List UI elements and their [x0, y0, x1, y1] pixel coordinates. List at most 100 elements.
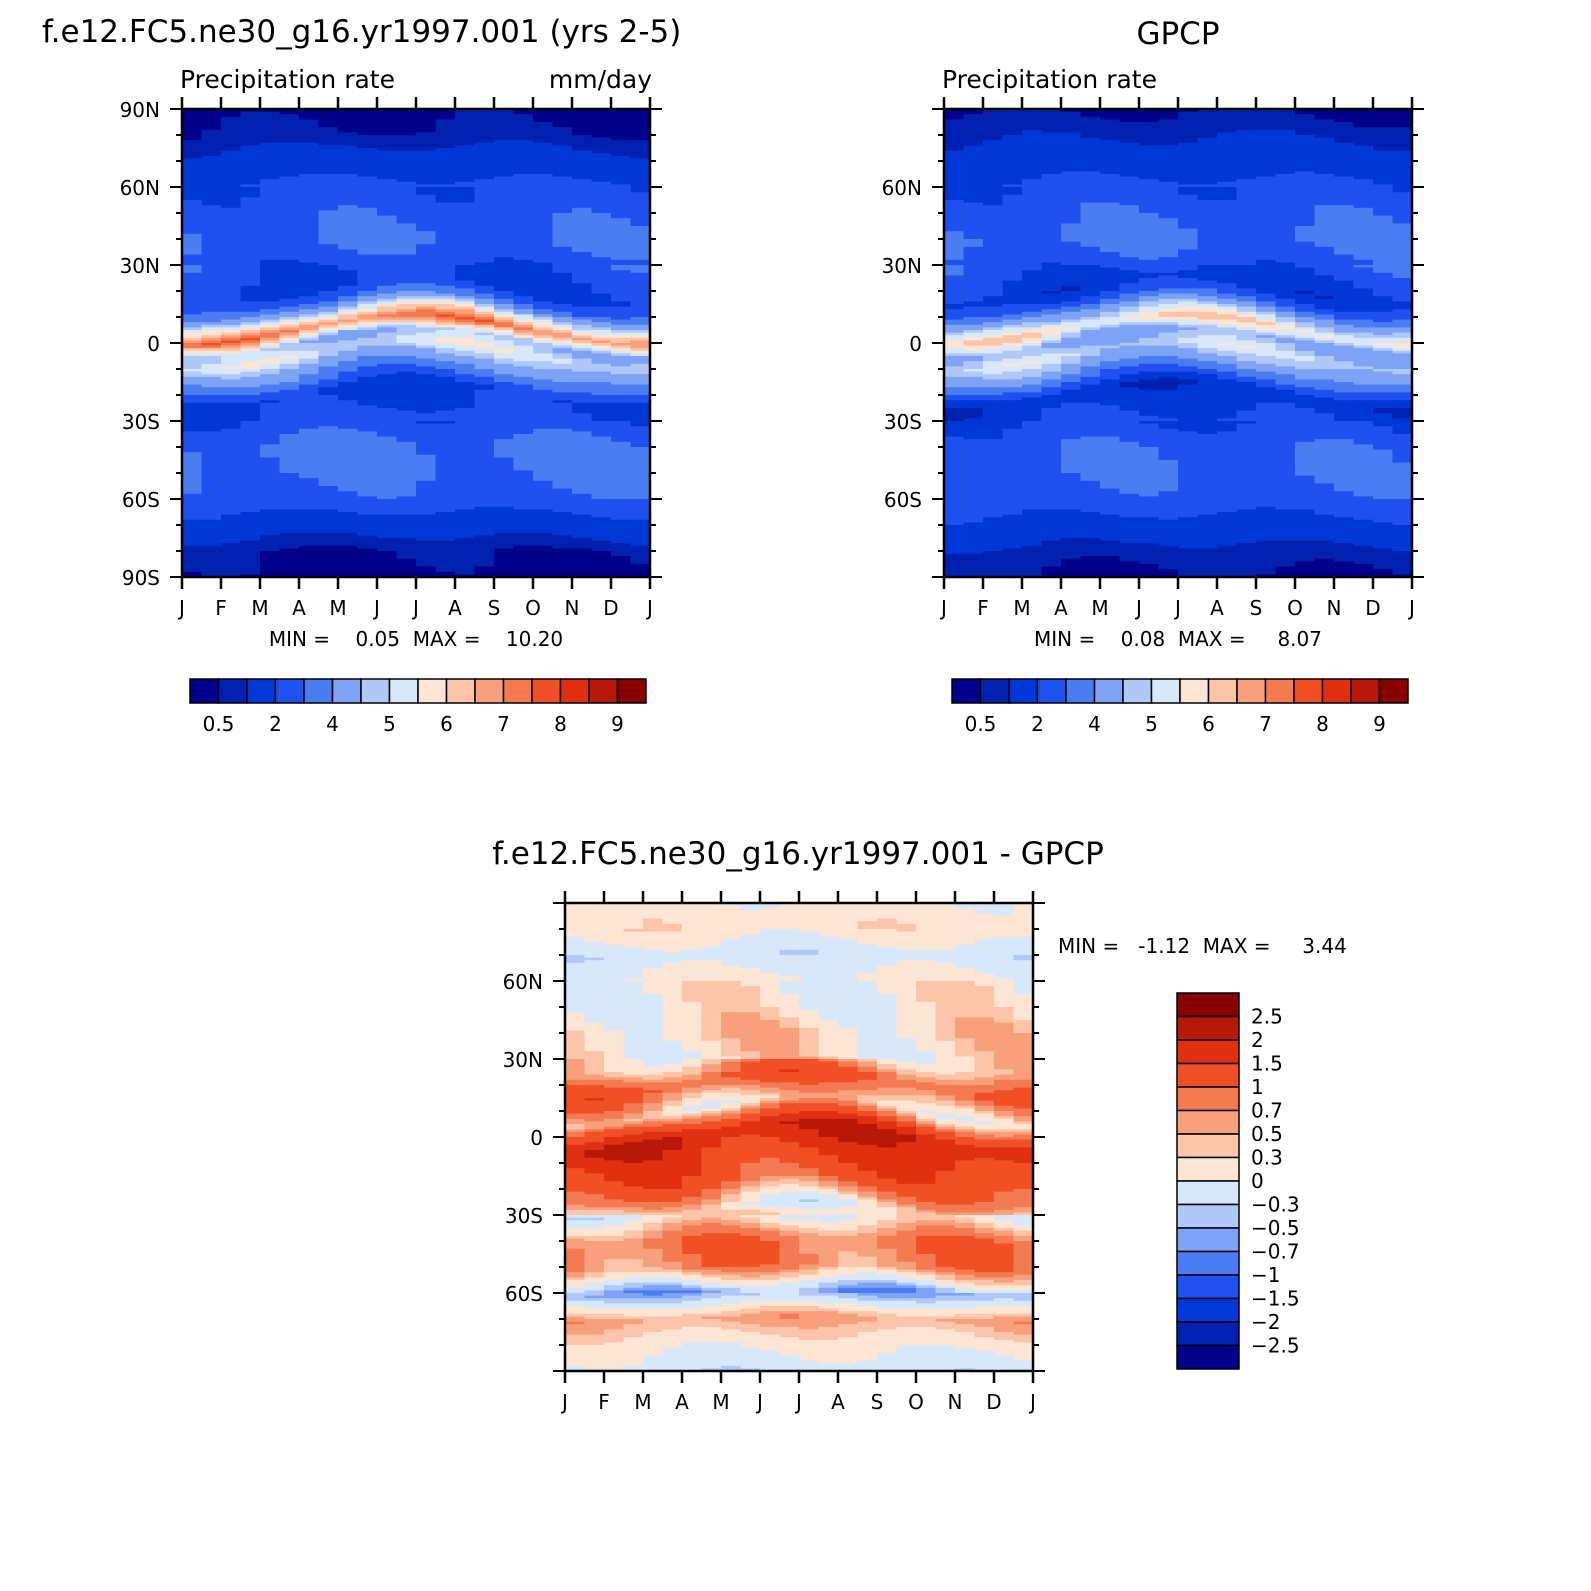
heatmap-cell: [435, 340, 456, 344]
heatmap-cell: [318, 127, 339, 131]
heatmap-cell: [1236, 127, 1257, 131]
heatmap-cell: [552, 280, 573, 284]
heatmap-cell: [338, 473, 359, 477]
heatmap-cell: [1314, 135, 1335, 139]
heatmap-cell: [221, 457, 242, 461]
heatmap-cell: [318, 371, 339, 375]
heatmap-cell: [552, 538, 573, 542]
heatmap-cell: [455, 148, 476, 152]
heatmap-cell: [533, 111, 554, 115]
heatmap-cell: [630, 161, 650, 165]
heatmap-cell: [260, 176, 281, 180]
heatmap-cell: [182, 148, 203, 152]
heatmap-cell: [377, 397, 398, 401]
heatmap-cell: [630, 330, 650, 334]
heatmap-cell: [201, 317, 222, 321]
heatmap-cell: [416, 181, 437, 185]
heatmap-cell: [1041, 153, 1062, 157]
heatmap-cell: [201, 475, 222, 479]
heatmap-cell: [1217, 171, 1238, 175]
heatmap-cell: [494, 301, 515, 305]
heatmap-cell: [201, 509, 222, 513]
heatmap-cell: [572, 475, 593, 479]
heatmap-cell: [435, 137, 456, 141]
heatmap-cell: [572, 213, 593, 217]
heatmap-cell: [435, 551, 456, 555]
heatmap-cell: [338, 317, 359, 321]
heatmap-cell: [494, 504, 515, 508]
heatmap-cell: [240, 145, 261, 149]
heatmap-cell: [377, 252, 398, 256]
heatmap-cell: [1178, 116, 1199, 120]
heatmap-cell: [318, 174, 339, 178]
heatmap-cell: [1256, 150, 1277, 154]
heatmap-cell: [1197, 119, 1218, 123]
heatmap-cell: [474, 545, 495, 549]
heatmap-cell: [513, 319, 534, 323]
heatmap-cell: [572, 200, 593, 204]
heatmap-cell: [435, 439, 456, 443]
heatmap-cell: [591, 358, 612, 362]
heatmap-cell: [416, 514, 437, 518]
heatmap-cell: [357, 447, 378, 451]
heatmap-cell: [299, 246, 320, 250]
heatmap-cell: [299, 551, 320, 555]
heatmap-cell: [983, 168, 1004, 172]
heatmap-cell: [591, 158, 612, 162]
heatmap-cell: [260, 168, 281, 172]
heatmap-cell: [182, 158, 203, 162]
heatmap-cell: [494, 111, 515, 115]
heatmap-cell: [279, 470, 300, 474]
heatmap-cell: [357, 392, 378, 396]
heatmap-cell: [552, 327, 573, 331]
heatmap-cell: [318, 454, 339, 458]
heatmap-cell: [1373, 111, 1394, 115]
heatmap-cell: [182, 119, 203, 123]
heatmap-cell: [279, 181, 300, 185]
heatmap-cell: [318, 540, 339, 544]
heatmap-cell: [318, 366, 339, 370]
heatmap-cell: [455, 311, 476, 315]
heatmap-cell: [182, 236, 203, 240]
heatmap-cell: [396, 512, 417, 516]
heatmap-cell: [396, 109, 417, 113]
heatmap-cell: [377, 525, 398, 529]
heatmap-cell: [357, 421, 378, 425]
heatmap-cell: [963, 158, 984, 162]
heatmap-cell: [533, 109, 554, 113]
heatmap-cell: [1275, 179, 1296, 183]
heatmap-cell: [357, 532, 378, 536]
heatmap-cell: [533, 363, 554, 367]
heatmap-cell: [494, 439, 515, 443]
heatmap-cell: [201, 423, 222, 427]
heatmap-cell: [494, 129, 515, 133]
heatmap-cell: [611, 444, 632, 448]
heatmap-cell: [396, 340, 417, 344]
heatmap-cell: [377, 374, 398, 378]
heatmap-cell: [201, 415, 222, 419]
heatmap-cell: [494, 337, 515, 341]
heatmap-cell: [513, 423, 534, 427]
heatmap-cell: [1158, 174, 1179, 178]
heatmap-cell: [240, 317, 261, 321]
heatmap-cell: [513, 109, 534, 113]
heatmap-cell: [396, 348, 417, 352]
heatmap-cell: [533, 553, 554, 557]
heatmap-cell: [1295, 142, 1316, 146]
heatmap-cell: [552, 254, 573, 258]
heatmap-cell: [377, 384, 398, 388]
heatmap-cell: [221, 155, 242, 159]
heatmap-cell: [357, 439, 378, 443]
heatmap-cell: [435, 408, 456, 412]
heatmap-cell: [533, 501, 554, 505]
heatmap-cell: [279, 155, 300, 159]
heatmap-cell: [396, 298, 417, 302]
heatmap-cell: [494, 509, 515, 513]
heatmap-cell: [416, 441, 437, 445]
heatmap-cell: [611, 431, 632, 435]
heatmap-cell: [474, 543, 495, 547]
heatmap-cell: [1061, 124, 1082, 128]
heatmap-cell: [357, 293, 378, 297]
heatmap-cell: [533, 218, 554, 222]
heatmap-cell: [630, 272, 650, 276]
